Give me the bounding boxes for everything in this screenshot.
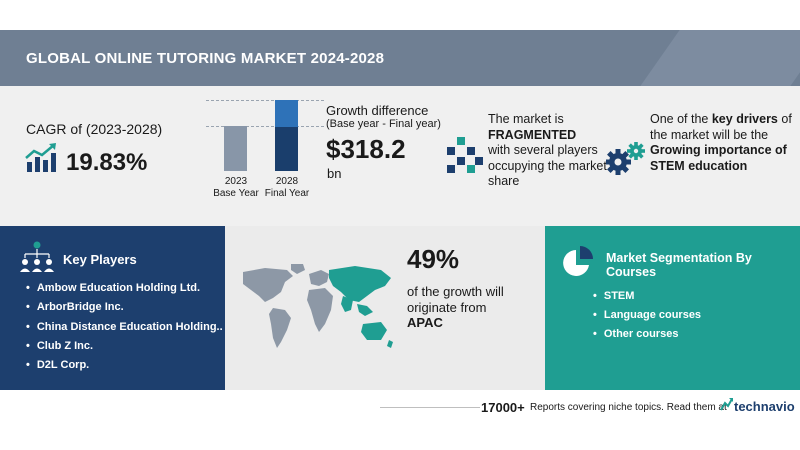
bar-2023-label: 2023 Base Year xyxy=(206,176,266,200)
gears-icon xyxy=(606,142,645,175)
bar-2023-year: 2023 xyxy=(224,176,248,187)
cagr-label: CAGR of (2023-2028) xyxy=(26,121,163,137)
market-structure-line1: The market is xyxy=(488,112,564,126)
report-count: 17000+ xyxy=(481,400,525,415)
fragmented-blocks-icon xyxy=(447,137,483,173)
map-europe xyxy=(309,270,329,286)
growth-subtitle: (Base year - Final year) xyxy=(326,118,441,130)
bar-2023 xyxy=(224,126,247,171)
key-drivers-text: One of the key drivers of the market wil… xyxy=(650,112,800,174)
map-south-asia xyxy=(341,296,353,312)
technavio-logo-icon xyxy=(720,398,733,411)
market-structure-emphasis: FRAGMENTED xyxy=(488,127,577,142)
drivers-middle: of the market will be the xyxy=(650,112,792,142)
segmentation-list: STEM Language courses Other courses xyxy=(593,290,701,347)
growth-chart-icon xyxy=(25,143,56,172)
base-year-guide-line xyxy=(206,126,324,127)
drivers-key-drivers: key drivers xyxy=(711,112,778,126)
map-africa xyxy=(307,288,333,332)
cagr-value: 19.83% xyxy=(66,149,148,176)
map-southeast-asia xyxy=(357,304,373,316)
footer-text: Reports covering niche topics. Read them… xyxy=(530,402,727,413)
key-player-item: Club Z Inc. xyxy=(26,340,223,359)
segmentation-title: Market Segmentation By Courses xyxy=(606,251,752,279)
region-description: of the growth will originate from xyxy=(407,284,504,315)
growth-title: Growth difference xyxy=(326,103,429,118)
summary-section xyxy=(0,86,800,226)
region-panel xyxy=(225,226,545,390)
bar-2028-base xyxy=(275,127,298,171)
header-banner: GLOBAL ONLINE TUTORING MARKET 2024-2028 xyxy=(0,30,800,86)
map-australia xyxy=(361,322,387,340)
market-structure-line2: with several players occupying the marke… xyxy=(488,143,607,188)
growth-value: $318.2 xyxy=(326,134,406,164)
segment-item: Other courses xyxy=(593,328,701,347)
region-text: of the growth will originate from APAC xyxy=(407,284,537,331)
header-decoration xyxy=(640,30,800,86)
footer xyxy=(0,390,800,430)
region-name: APAC xyxy=(407,315,443,330)
key-player-item: China Distance Education Holding.. xyxy=(26,321,223,340)
segment-item: Language courses xyxy=(593,309,701,328)
drivers-prefix: One of the xyxy=(650,112,709,126)
market-structure-text: The market is FRAGMENTED with several pl… xyxy=(488,112,608,190)
technavio-logo[interactable]: technavio xyxy=(734,399,795,414)
bar-2023-caption: Base Year xyxy=(213,188,259,199)
segment-item: STEM xyxy=(593,290,701,309)
world-map xyxy=(243,264,393,348)
growth-unit: bn xyxy=(327,166,342,181)
key-player-item: ArborBridge Inc. xyxy=(26,301,223,320)
final-year-guide-line xyxy=(206,100,324,101)
region-share-percent: 49% xyxy=(407,244,460,274)
map-new-zealand xyxy=(387,340,393,348)
bar-2028-label: 2028 Final Year xyxy=(257,176,317,200)
players-network-icon xyxy=(20,241,54,272)
footer-divider xyxy=(380,407,480,408)
bar-2028-year: 2028 xyxy=(275,176,299,187)
key-player-item: D2L Corp. xyxy=(26,359,223,378)
key-player-item: Ambow Education Holding Ltd. xyxy=(26,282,223,301)
map-asia xyxy=(329,266,391,302)
key-players-title: Key Players xyxy=(63,252,137,267)
map-north-america xyxy=(243,268,293,302)
bar-2028-caption: Final Year xyxy=(264,188,310,199)
map-greenland xyxy=(291,264,305,274)
bar-2028-growth xyxy=(275,100,298,127)
drivers-driver: Growing importance of STEM education xyxy=(650,143,787,173)
pie-chart-icon xyxy=(563,246,593,276)
page-title: GLOBAL ONLINE TUTORING MARKET 2024-2028 xyxy=(26,50,385,67)
map-south-america xyxy=(269,308,291,348)
key-players-list: Ambow Education Holding Ltd. ArborBridge… xyxy=(26,282,223,378)
